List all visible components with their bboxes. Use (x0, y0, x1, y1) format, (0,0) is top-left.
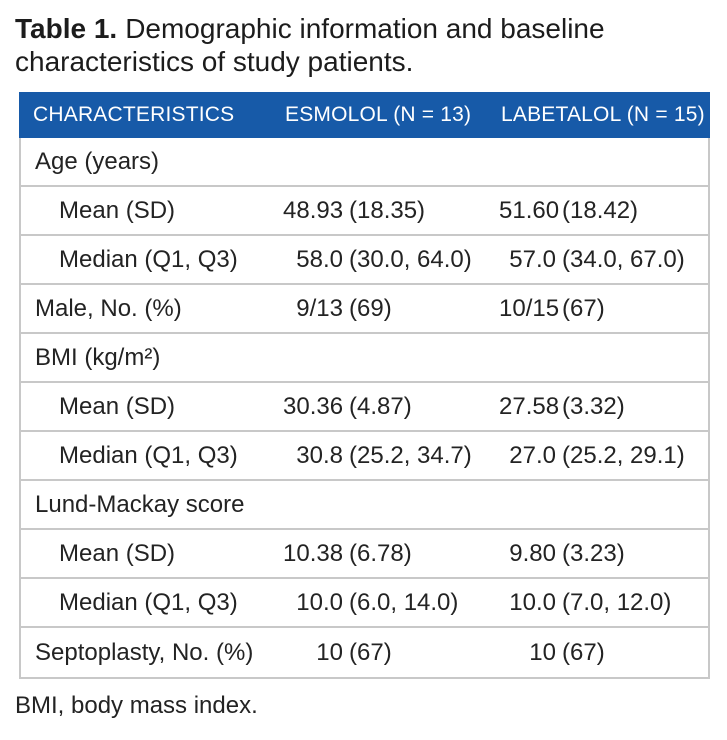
esmolol-cell: 58.0 (30.0, 64.0) (283, 246, 499, 274)
esmolol-cell: 30.8 (25.2, 34.7) (283, 442, 499, 470)
value-dispersion: (3.23) (562, 539, 625, 567)
table-body: Age (years) Mean (SD) 48.93 (18.35) 51.60… (19, 138, 710, 679)
table-section-row: BMI (kg/m²) (21, 334, 708, 383)
value-number: 57.0 (509, 245, 556, 273)
value-dispersion: (18.42) (562, 196, 639, 224)
labetalol-cell: 10.0 (7.0, 12.0) (499, 589, 708, 617)
value-dispersion: (6.0, 14.0) (349, 588, 459, 616)
row-label: Lund-Mackay score (35, 490, 245, 518)
table-section-row: Age (years) (21, 138, 708, 187)
column-header-characteristics: CHARACTERISTICS (33, 103, 235, 126)
row-label: Mean (SD) (59, 196, 176, 224)
value-number: 30.36 (283, 392, 344, 420)
esmolol-cell: 30.36 (4.87) (283, 393, 499, 421)
labetalol-cell: 9.80 (3.23) (499, 540, 708, 568)
table-row: Mean (SD) 10.38 (6.78) 9.80 (3.23) (21, 530, 708, 579)
labetalol-cell: 10/15 (67) (499, 295, 708, 323)
row-label: Male, No. (%) (35, 294, 182, 322)
table-caption: Table 1. Demographic information and base… (15, 12, 717, 78)
value-dispersion: (67) (562, 638, 605, 666)
table-footnote: BMI, body mass index. (15, 692, 258, 719)
table-caption-number: Table 1. (15, 13, 118, 44)
labetalol-cell: 51.60 (18.42) (499, 197, 708, 225)
value-dispersion: (67) (349, 638, 392, 666)
value-dispersion: (3.32) (562, 392, 625, 420)
value-number: 10 (316, 638, 343, 666)
value-dispersion: (4.87) (349, 392, 412, 420)
esmolol-cell: 10.38 (6.78) (283, 540, 499, 568)
value-dispersion: (18.35) (349, 196, 426, 224)
row-label: Septoplasty, No. (%) (35, 638, 254, 666)
value-dispersion: (34.0, 67.0) (562, 245, 685, 273)
labetalol-cell: 57.0 (34.0, 67.0) (499, 246, 708, 274)
value-number: 10/15 (499, 294, 560, 322)
value-number: 10.0 (296, 588, 343, 616)
value-number: 27.58 (499, 392, 560, 420)
value-dispersion: (69) (349, 294, 392, 322)
labetalol-cell: 10 (67) (499, 639, 708, 667)
table-header-row: CHARACTERISTICS ESMOLOL (N = 13) LABETAL… (19, 92, 710, 138)
value-dispersion: (7.0, 12.0) (562, 588, 672, 616)
esmolol-cell: 10.0 (6.0, 14.0) (283, 589, 499, 617)
table-section-row: Lund-Mackay score (21, 481, 708, 530)
value-number: 10.0 (509, 588, 556, 616)
table-row: Male, No. (%) 9/13 (69) 10/15 (67) (21, 285, 708, 334)
column-header-esmolol: ESMOLOL (N = 13) (285, 103, 472, 126)
table-row: Median (Q1, Q3) 10.0 (6.0, 14.0) 10.0 (7.0… (21, 579, 708, 628)
row-label: Mean (SD) (59, 539, 176, 567)
value-number: 48.93 (283, 196, 344, 224)
row-label: Mean (SD) (59, 392, 176, 420)
value-dispersion: (30.0, 64.0) (349, 245, 472, 273)
value-dispersion: (25.2, 34.7) (349, 441, 472, 469)
column-header-labetalol: LABETALOL (N = 15) (501, 103, 705, 126)
esmolol-cell: 48.93 (18.35) (283, 197, 499, 225)
esmolol-cell: 9/13 (69) (283, 295, 499, 323)
value-dispersion: (6.78) (349, 539, 412, 567)
table-row: Median (Q1, Q3) 58.0 (30.0, 64.0) 57.0 (34… (21, 236, 708, 285)
table-row: Mean (SD) 48.93 (18.35) 51.60 (18.42) (21, 187, 708, 236)
value-number: 9.80 (509, 539, 556, 567)
value-number: 58.0 (296, 245, 343, 273)
row-label: Median (Q1, Q3) (59, 441, 238, 469)
row-label: Median (Q1, Q3) (59, 245, 238, 273)
value-number: 30.8 (296, 441, 343, 469)
table-row: Septoplasty, No. (%) 10 (67) 10 (67) (21, 628, 708, 677)
value-number: 51.60 (499, 196, 560, 224)
table-caption-text: Demographic information and baseline cha… (15, 13, 605, 77)
labetalol-cell: 27.0 (25.2, 29.1) (499, 442, 708, 470)
value-number: 27.0 (509, 441, 556, 469)
demographics-table: CHARACTERISTICS ESMOLOL (N = 13) LABETAL… (19, 92, 710, 679)
table-row: Median (Q1, Q3) 30.8 (25.2, 34.7) 27.0 (25… (21, 432, 708, 481)
value-number: 10.38 (283, 539, 344, 567)
labetalol-cell: 27.58 (3.32) (499, 393, 708, 421)
row-label: BMI (kg/m²) (35, 343, 161, 371)
row-label: Median (Q1, Q3) (59, 588, 238, 616)
value-dispersion: (67) (562, 294, 605, 322)
table-row: Mean (SD) 30.36 (4.87) 27.58 (3.32) (21, 383, 708, 432)
row-label: Age (years) (35, 147, 160, 175)
value-dispersion: (25.2, 29.1) (562, 441, 685, 469)
esmolol-cell: 10 (67) (283, 639, 499, 667)
value-number: 10 (529, 638, 556, 666)
value-number: 9/13 (296, 294, 343, 322)
